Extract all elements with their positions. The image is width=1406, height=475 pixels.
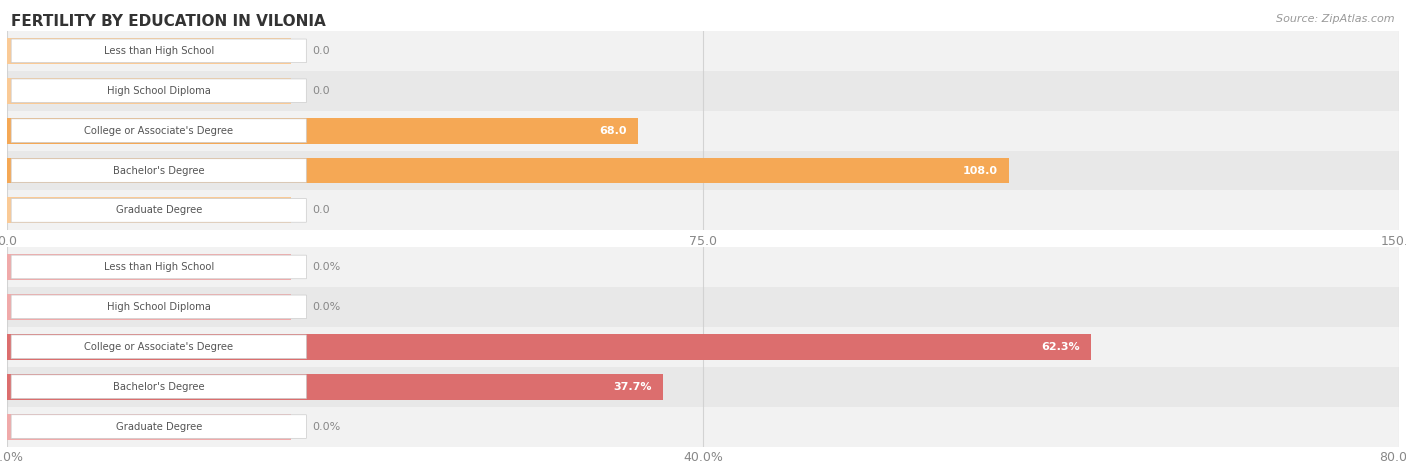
Bar — [7, 38, 291, 64]
FancyBboxPatch shape — [11, 375, 307, 399]
Bar — [7, 334, 1091, 360]
Text: 68.0: 68.0 — [599, 125, 627, 136]
Bar — [7, 78, 291, 104]
Text: College or Associate's Degree: College or Associate's Degree — [84, 125, 233, 136]
FancyBboxPatch shape — [11, 199, 307, 222]
Text: Bachelor's Degree: Bachelor's Degree — [112, 165, 204, 176]
Bar — [7, 158, 1010, 183]
Text: Graduate Degree: Graduate Degree — [115, 205, 202, 216]
Text: Source: ZipAtlas.com: Source: ZipAtlas.com — [1277, 14, 1395, 24]
Text: Less than High School: Less than High School — [104, 46, 214, 56]
Text: High School Diploma: High School Diploma — [107, 86, 211, 96]
Bar — [7, 287, 1399, 327]
Text: 0.0: 0.0 — [312, 86, 330, 96]
FancyBboxPatch shape — [11, 335, 307, 359]
Bar — [7, 247, 1399, 287]
Bar — [7, 111, 1399, 151]
FancyBboxPatch shape — [11, 119, 307, 142]
FancyBboxPatch shape — [11, 295, 307, 319]
Bar — [7, 374, 664, 399]
Text: Less than High School: Less than High School — [104, 262, 214, 272]
Bar — [7, 414, 291, 439]
Bar — [7, 198, 291, 223]
Bar — [7, 254, 291, 280]
FancyBboxPatch shape — [11, 255, 307, 279]
Bar — [7, 71, 1399, 111]
Bar — [7, 190, 1399, 230]
Text: 62.3%: 62.3% — [1042, 342, 1080, 352]
FancyBboxPatch shape — [11, 79, 307, 103]
Bar — [7, 367, 1399, 407]
Bar — [7, 327, 1399, 367]
Text: 0.0: 0.0 — [312, 46, 330, 56]
Text: 0.0%: 0.0% — [312, 302, 340, 312]
Text: 108.0: 108.0 — [963, 165, 998, 176]
Text: Bachelor's Degree: Bachelor's Degree — [112, 381, 204, 392]
Text: FERTILITY BY EDUCATION IN VILONIA: FERTILITY BY EDUCATION IN VILONIA — [11, 14, 326, 29]
Text: Graduate Degree: Graduate Degree — [115, 421, 202, 432]
Text: 0.0%: 0.0% — [312, 421, 340, 432]
Text: 0.0%: 0.0% — [312, 262, 340, 272]
Text: 37.7%: 37.7% — [613, 381, 652, 392]
Bar — [7, 31, 1399, 71]
Bar — [7, 294, 291, 320]
Text: High School Diploma: High School Diploma — [107, 302, 211, 312]
FancyBboxPatch shape — [11, 159, 307, 182]
Bar — [7, 407, 1399, 446]
Text: 0.0: 0.0 — [312, 205, 330, 216]
Bar — [7, 118, 638, 143]
Bar — [7, 151, 1399, 190]
Text: College or Associate's Degree: College or Associate's Degree — [84, 342, 233, 352]
FancyBboxPatch shape — [11, 415, 307, 438]
FancyBboxPatch shape — [11, 39, 307, 63]
